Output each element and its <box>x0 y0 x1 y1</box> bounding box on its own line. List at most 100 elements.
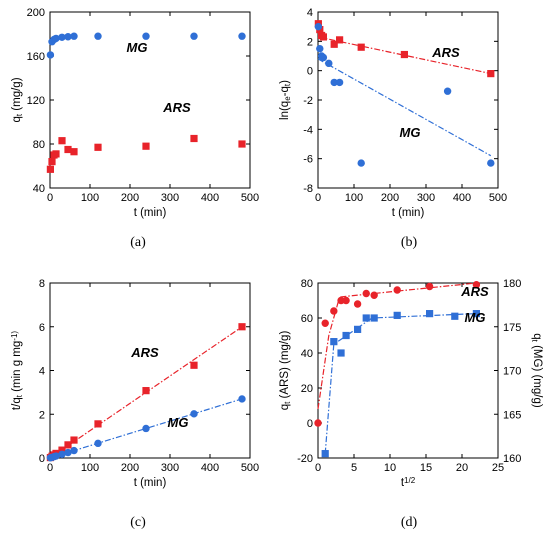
point-ars <box>362 289 370 298</box>
y2-tick-label: 170 <box>503 366 521 378</box>
point-ars <box>314 419 322 427</box>
annotation-ars: ARS <box>431 45 460 60</box>
point-mg <box>426 310 434 318</box>
point-ars <box>393 286 401 294</box>
point-mg <box>357 159 365 167</box>
x-tick-label: 400 <box>453 192 471 204</box>
point-ars <box>330 307 338 315</box>
x-axis-title: t (min) <box>134 477 167 489</box>
y2-tick-label: 175 <box>503 322 521 334</box>
fit-line-mg <box>324 313 477 454</box>
annotation-ars: ARS <box>460 284 489 299</box>
point-mg <box>64 448 72 457</box>
x-tick-label: 0 <box>315 462 321 474</box>
x-tick-label: 0 <box>315 192 321 204</box>
point-mg <box>70 446 78 455</box>
y-axis-title: qt (ARS) (mg/g) <box>279 331 292 411</box>
point-ars <box>94 143 102 151</box>
plot-frame <box>317 11 499 189</box>
x-tick-label: 20 <box>456 462 468 474</box>
annotation-mg: MG <box>127 40 148 55</box>
panel-a: 0 100 200 300 400 500 40 80 120 160 200 t (min) qt (… <box>11 7 259 219</box>
point-mg <box>342 331 350 340</box>
point-mg <box>319 53 328 62</box>
point-mg <box>46 51 55 59</box>
point-ars <box>190 361 198 369</box>
y-tick-label: 8 <box>39 278 45 290</box>
y-tick-label: 4 <box>307 7 313 19</box>
point-mg <box>335 78 344 87</box>
point-ars <box>58 446 66 454</box>
annotation-ars: ARS <box>130 345 159 360</box>
x-tick-label: 100 <box>81 462 99 474</box>
point-ars <box>142 387 150 395</box>
point-ars <box>330 40 338 48</box>
x-tick-label: 500 <box>241 192 259 204</box>
y-tick-label: -2 <box>303 95 313 107</box>
y-tick-label: 120 <box>27 95 45 107</box>
point-mg <box>451 312 459 320</box>
y-tick-label: 60 <box>301 313 313 325</box>
point-mg <box>238 32 246 40</box>
point-ars <box>472 281 481 289</box>
x-axis-title: t1/2 <box>401 476 416 489</box>
y-tick-label: 4 <box>39 366 45 378</box>
x-tick-label: 100 <box>81 192 99 204</box>
point-ars <box>400 50 408 59</box>
point-ars <box>336 36 344 44</box>
point-mg <box>58 33 66 41</box>
x-tick-label: 5 <box>351 462 357 474</box>
point-mg <box>472 310 480 318</box>
x-tick-label: 0 <box>47 462 53 474</box>
point-ars <box>190 134 198 143</box>
point-ars <box>353 300 362 308</box>
fit-line-ars <box>317 282 477 410</box>
point-mg <box>142 424 150 433</box>
x-tick-label: 500 <box>489 192 507 204</box>
point-mg <box>393 311 401 319</box>
point-ars <box>357 43 365 51</box>
x-tick-label: 400 <box>201 192 219 204</box>
x-tick-label: 100 <box>345 192 363 204</box>
y2-tick-label: 180 <box>503 278 521 290</box>
point-ars <box>487 70 495 78</box>
point-mg <box>362 314 370 322</box>
point-ars <box>48 158 56 166</box>
point-mg <box>370 314 378 322</box>
point-mg <box>58 450 66 458</box>
panel-label-d: (d) <box>401 515 418 530</box>
y-tick-label: 160 <box>27 51 45 63</box>
point-mg <box>354 325 362 333</box>
fit-line-ars <box>317 36 491 75</box>
fit-line-mg <box>317 58 492 157</box>
panel-b: 0 100 200 300 400 500 -8 -6 -4 -2 0 2 4 t (min) ln(qe-… <box>279 7 507 219</box>
x-tick-label: 300 <box>161 462 179 474</box>
y-tick-label: 200 <box>27 7 45 19</box>
point-ars <box>70 436 78 444</box>
point-mg <box>190 410 198 418</box>
annotation-mg: MG <box>400 125 421 140</box>
point-mg <box>337 349 345 357</box>
x-tick-label: 15 <box>420 462 432 474</box>
annotation-mg: MG <box>168 415 189 430</box>
point-mg <box>94 439 102 448</box>
point-mg <box>443 87 452 95</box>
x-tick-label: 0 <box>47 192 53 204</box>
point-ars <box>321 319 329 327</box>
x-tick-label: 500 <box>241 462 259 474</box>
y-tick-label: 80 <box>33 139 45 151</box>
y-tick-label: -6 <box>303 154 313 166</box>
x-tick-label: 300 <box>417 192 435 204</box>
y-tick-label: 0 <box>307 418 313 430</box>
point-mg <box>314 22 323 31</box>
y-tick-label: 40 <box>301 348 313 360</box>
y2-tick-label: 165 <box>503 409 521 421</box>
y-tick-label: -20 <box>297 453 313 465</box>
y-tick-label: 2 <box>307 36 313 48</box>
panel-label-a: (a) <box>130 235 146 250</box>
x-tick-label: 200 <box>381 192 399 204</box>
y-tick-label: 20 <box>301 383 313 395</box>
y-axis-title: ln(qe-qt) <box>279 80 292 120</box>
point-mg <box>325 59 333 68</box>
point-mg <box>52 34 60 43</box>
